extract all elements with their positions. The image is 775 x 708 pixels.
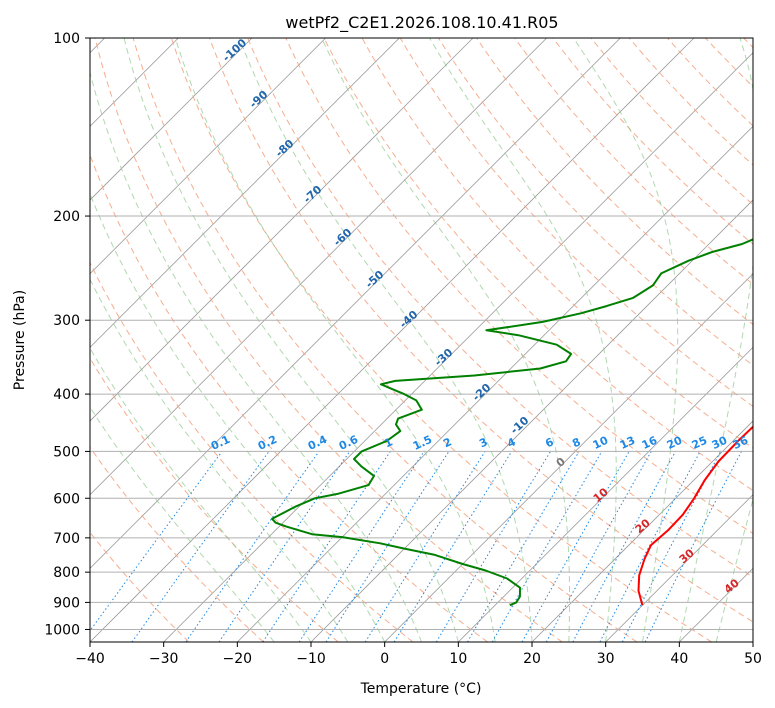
mixing-ratio-line — [491, 451, 603, 642]
moist-adiabat-line — [238, 38, 533, 642]
mixing-ratio-line — [521, 451, 630, 642]
isotherm-line — [90, 38, 326, 275]
dry-adiabat-line — [514, 38, 753, 285]
x-tick-label: 50 — [744, 651, 762, 667]
isotherm-line — [90, 38, 621, 569]
mixing-ratio-label: 16 — [640, 434, 660, 452]
isotherm-line — [90, 38, 400, 348]
dry-adiabat-line — [247, 38, 753, 578]
x-tick-label: −40 — [75, 651, 105, 667]
temperature-line — [637, 425, 753, 606]
x-tick-label: 40 — [670, 651, 688, 667]
chart-title: wetPf2_C2E1.2026.108.10.41.R05 — [285, 13, 558, 33]
x-tick-label: −30 — [149, 651, 179, 667]
isotherm-line — [605, 494, 753, 642]
isotherm-line — [458, 346, 753, 642]
y-tick-label: 900 — [53, 595, 80, 611]
mixing-ratio-line — [572, 451, 676, 642]
x-axis: −40 −30 −20 −10 0 10 20 30 40 50 — [75, 642, 762, 667]
dry-adiabat-line — [94, 38, 563, 642]
dry-adiabat-line — [590, 38, 753, 206]
y-tick-label: 100 — [53, 31, 80, 47]
mixing-ratio-line — [325, 451, 450, 642]
moist-adiabat-line — [90, 347, 312, 642]
moist-adiabat-line — [715, 497, 753, 642]
profiles — [271, 238, 753, 607]
mixing-ratio-line — [435, 451, 552, 642]
x-tick-label: 20 — [523, 651, 541, 667]
mixing-ratio-label: 10 — [591, 434, 611, 452]
moist-adiabat-line — [321, 38, 571, 642]
mixing-ratio-line — [393, 451, 513, 642]
x-axis-label: Temperature (°C) — [360, 681, 482, 697]
mixing-ratio-label: 25 — [690, 434, 709, 452]
x-tick-label: −20 — [223, 651, 253, 667]
moist-adiabat-line — [90, 70, 422, 642]
mixing-ratio-line — [90, 451, 223, 632]
dry-adiabat-line — [90, 446, 264, 642]
moist-adiabat-line — [174, 38, 496, 642]
mixing-ratio-label: 30 — [710, 434, 730, 452]
y-tick-label: 1000 — [44, 622, 80, 638]
dry-adiabat-line — [628, 38, 753, 166]
dry-adiabat-line — [323, 38, 753, 492]
mixing-ratio-line — [467, 451, 580, 642]
y-axis-label: Pressure (hPa) — [12, 290, 28, 390]
isotherm-line — [384, 273, 753, 642]
moist-adiabat-line — [573, 38, 679, 642]
dry-adiabat-line — [132, 38, 638, 642]
y-tick-label: 500 — [53, 444, 80, 460]
dewpoint-line — [271, 238, 753, 607]
x-tick-label: 0 — [380, 651, 389, 667]
mixing-ratio-label: 13 — [618, 434, 637, 452]
isotherm-line — [163, 52, 753, 642]
pressure-grid — [90, 38, 753, 630]
background-lines — [90, 38, 753, 642]
y-tick-label: 200 — [53, 209, 80, 225]
mixing-ratio-label: 36 — [731, 434, 751, 452]
y-tick-label: 400 — [53, 387, 80, 403]
y-axis: 100 200 300 400 500 600 700 800 900 1000 — [44, 31, 90, 638]
dry-adiabat-line — [170, 38, 712, 642]
y-tick-label: 600 — [53, 491, 80, 507]
y-tick-label: 800 — [53, 565, 80, 581]
moist-adiabat-line — [90, 406, 275, 642]
plot-frame — [89, 37, 754, 643]
x-tick-label: 10 — [449, 651, 467, 667]
y-tick-label: 700 — [53, 531, 80, 547]
y-tick-label: 300 — [53, 313, 80, 329]
dry-adiabat-line — [361, 38, 753, 449]
mixing-ratio-line — [218, 451, 351, 642]
isotherm-line — [531, 420, 753, 642]
moist-adiabat-line — [90, 192, 386, 642]
mixing-ratio-line — [545, 451, 652, 642]
isotherm-line — [90, 38, 253, 201]
mixing-ratio-line — [131, 451, 270, 642]
dry-adiabat-line — [399, 38, 753, 408]
dry-adiabat-line — [209, 38, 753, 623]
dry-adiabat-line — [476, 38, 753, 326]
moist-adiabat-line — [123, 38, 459, 642]
moist-adiabat-line — [678, 38, 753, 642]
isotherm-line — [90, 38, 474, 422]
dry-adiabat-line — [90, 261, 414, 642]
moist-adiabat-line — [90, 278, 349, 642]
isotherm-line — [90, 38, 547, 496]
mixing-ratio-label: 20 — [665, 434, 685, 452]
x-tick-label: 30 — [597, 651, 615, 667]
moist-adiabat-line — [429, 38, 617, 642]
mixing-ratio-line — [364, 451, 486, 642]
x-tick-label: −10 — [296, 651, 326, 667]
